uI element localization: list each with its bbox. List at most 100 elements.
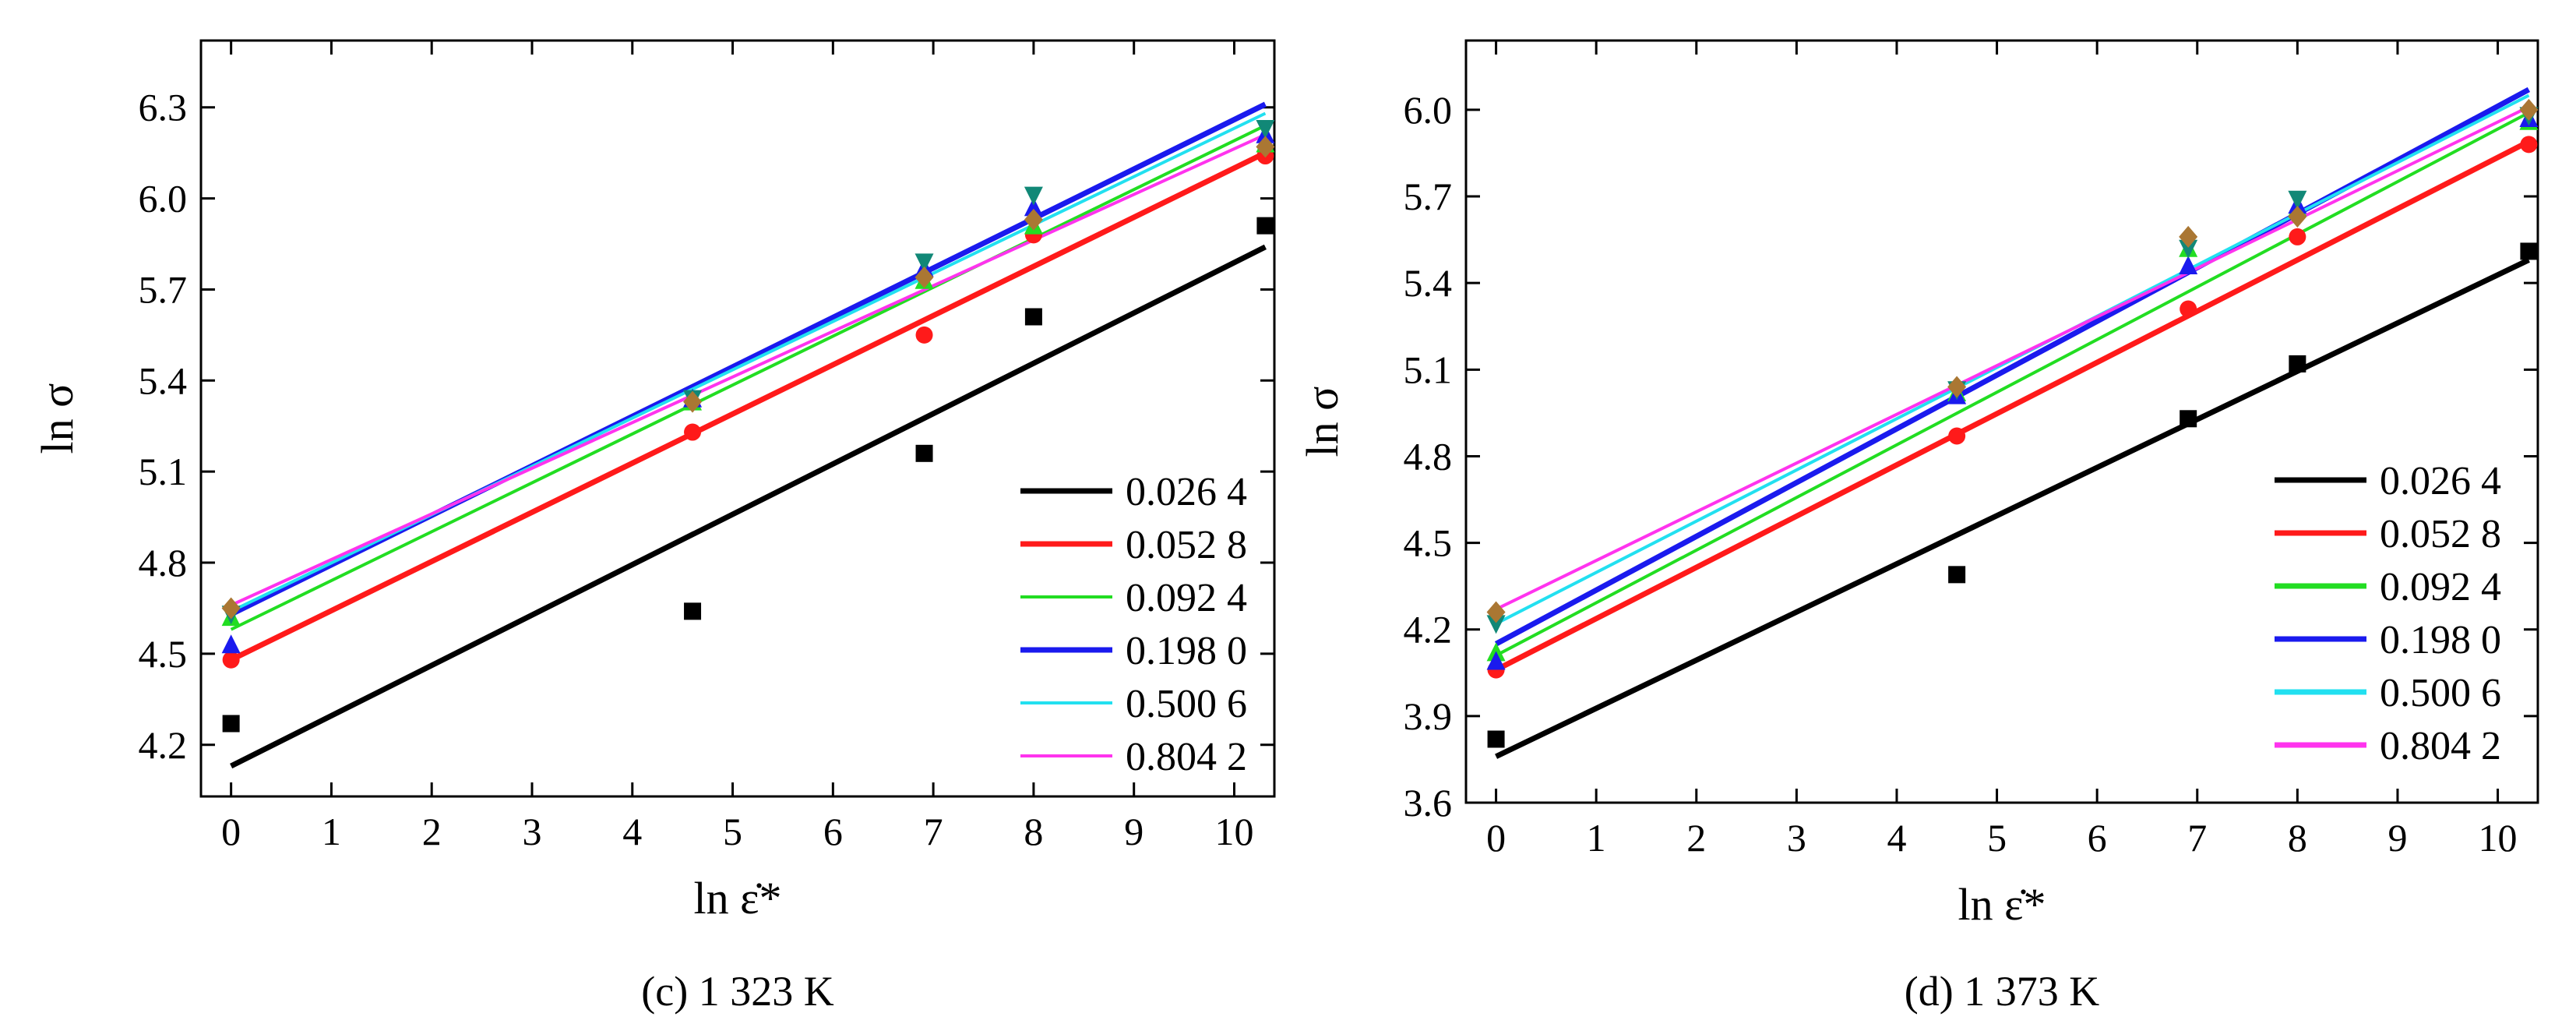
data-point [1256,136,1275,158]
data-point [684,423,702,441]
fit-line-0.0924 [230,124,1267,631]
x-tick-label: 1 [1587,816,1606,860]
data-point [222,651,240,669]
fit-line-0.5006 [230,111,1267,613]
y-tick-label: 5.1 [139,450,188,493]
data-point [2179,255,2198,274]
x-tick-label: 10 [1214,810,1253,853]
legend-label: 0.026 4 [1126,470,1247,514]
legend-label: 0.198 0 [1126,629,1247,673]
y-tick-label: 5.7 [139,267,188,311]
legend-label: 0.092 4 [1126,576,1247,620]
y-tick-label: 4.8 [1404,434,1453,478]
x-tick-label: 4 [1887,816,1906,860]
legend: 0.026 4 0.052 8 0.092 4 0.198 0 0.500 6 0.804… [2275,459,2501,768]
fit-line-0.0528 [230,150,1267,662]
legend: 0.026 4 0.052 8 0.092 4 0.198 0 0.500 6 0.804… [1020,470,1247,779]
legend-label: 0.026 4 [2380,459,2501,503]
data-point [2288,190,2307,210]
data-point [1486,601,1506,623]
x-tick-label: 4 [622,810,642,853]
fit-line-0.0924 [1495,111,2530,657]
data-point [2179,225,2198,248]
data-point [914,266,934,288]
x-axis-label: ln ε̇* [1958,879,2046,930]
x-tick-label: 2 [422,810,442,853]
data-point [1024,308,1042,326]
x-tick-label: 3 [1787,816,1806,860]
data-point [1256,217,1274,235]
plot-frame [1464,39,2539,804]
data-point [914,253,934,273]
data-point [1024,208,1043,231]
x-tick-label: 1 [322,810,341,853]
data-point [2520,136,2538,154]
y-axis-label: ln σ [1297,387,1348,457]
data-point [2180,410,2197,428]
fit-line-0.0528 [1494,139,2531,673]
x-tick-label: 0 [221,810,241,853]
fit-line-0.0264 [230,244,1267,769]
data-point [221,634,241,654]
legend-label: 0.804 2 [2380,724,2501,768]
x-tick-label: 10 [2479,816,2518,860]
fit-line-0.8042 [1495,105,2530,611]
y-tick-label: 6.0 [1404,88,1453,132]
data-point [1256,119,1275,139]
x-tick-label: 2 [1686,816,1706,860]
x-tick-label: 8 [1024,810,1043,853]
data-point [1486,615,1506,634]
legend-label: 0.500 6 [1126,682,1247,726]
legend-label: 0.804 2 [1126,735,1247,779]
legend-label: 0.092 4 [2380,565,2501,609]
data-point [915,444,933,462]
data-point [684,602,702,620]
legend-label: 0.052 8 [2380,512,2501,556]
x-tick-label: 3 [522,810,541,853]
data-point [221,597,241,620]
data-point [2288,205,2307,228]
data-point [1948,566,1966,584]
x-tick-label: 9 [2387,816,2407,860]
data-point [1947,376,1967,398]
panel-caption: (d) 1 373 K [1905,968,2099,1015]
x-tick-label: 5 [1987,816,2007,860]
y-tick-label: 5.1 [1404,348,1453,391]
x-tick-label: 6 [823,810,843,853]
y-tick-label: 4.2 [1404,608,1453,651]
data-point [222,715,240,733]
panel-caption: (c) 1 323 K [641,968,833,1015]
chart-panel-2: 0 1 2 3 4 5 6 7 8 9 10 3.6 3.9 4.2 4.5 4.8 5.1 5.4 5.7 6.0 l… [1297,39,2539,1015]
y-tick-label: 5.4 [1404,261,1453,305]
x-tick-label: 0 [1486,816,1506,860]
y-axis-label: ln σ [32,383,83,454]
y-tick-label: 3.6 [1404,781,1453,824]
data-point [1486,651,1506,670]
data-point [2180,300,2197,318]
data-point [2520,242,2538,260]
x-tick-label: 6 [2088,816,2107,860]
fit-line-0.0264 [1495,257,2530,759]
y-tick-label: 4.8 [139,541,188,584]
chart-panel-1: 0 1 2 3 4 5 6 7 8 9 10 4.2 4.5 4.8 5.1 5.4 5.7 6.0 6.3 ln ε… [32,39,1276,1015]
y-tick-label: 4.5 [139,632,188,676]
data-point [1487,730,1505,748]
x-tick-label: 8 [2288,816,2307,860]
data-point [1024,197,1043,217]
fit-line-0.8042 [230,132,1267,607]
x-tick-label: 7 [924,810,943,853]
legend-label: 0.198 0 [2380,618,2501,662]
x-tick-label: 5 [723,810,742,853]
data-point [2179,239,2198,259]
plot-frame [199,39,1276,798]
data-point [1948,427,1966,445]
data-point [915,326,933,344]
data-point [1024,186,1043,206]
y-tick-label: 5.4 [139,358,188,402]
data-point [2289,355,2306,373]
data-point [683,390,703,413]
legend-label: 0.500 6 [2380,671,2501,715]
fit-line-0.1980 [1494,87,2531,647]
y-tick-label: 5.7 [1404,175,1453,218]
